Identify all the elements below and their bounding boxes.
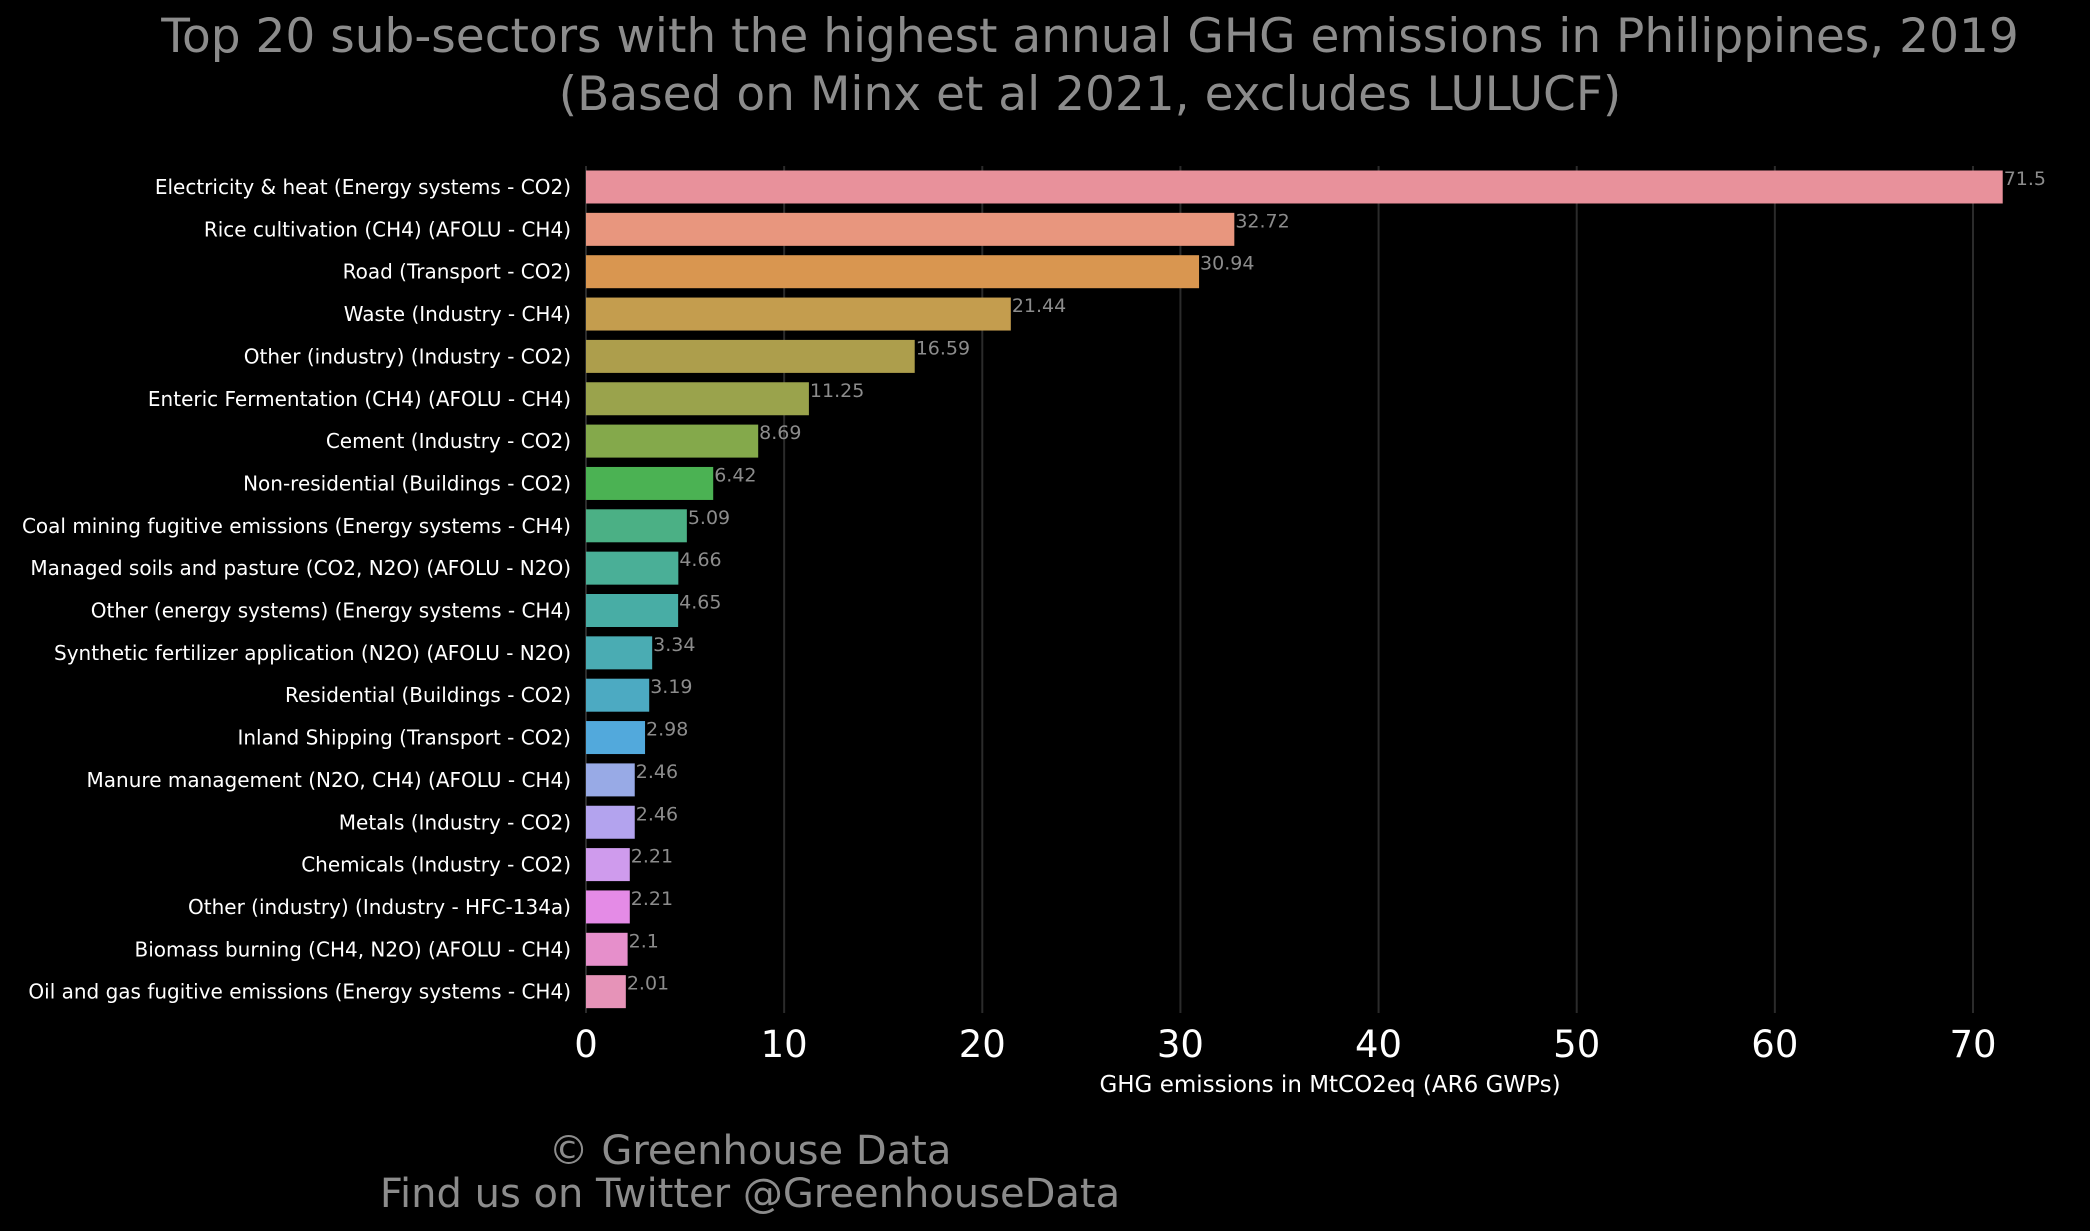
- category-label: Other (industry) (Industry - CO2): [244, 344, 571, 368]
- data-label: 5.09: [688, 507, 730, 529]
- category-label: Metals (Industry - CO2): [339, 810, 571, 834]
- category-label: Other (energy systems) (Energy systems -…: [91, 599, 571, 623]
- category-label: Enteric Fermentation (CH4) (AFOLU - CH4): [148, 387, 571, 411]
- category-label: Chemicals (Industry - CO2): [301, 853, 571, 877]
- category-label: Synthetic fertilizer application (N2O) (…: [54, 641, 571, 665]
- data-label: 2.98: [646, 719, 688, 741]
- bar: [586, 255, 1200, 289]
- bar: [586, 721, 646, 755]
- data-label: 8.69: [759, 422, 801, 444]
- x-tick-label: 70: [1949, 1023, 1996, 1066]
- data-label: 2.46: [636, 761, 678, 783]
- footer-copyright: © Greenhouse Data: [548, 1128, 952, 1174]
- data-label: 3.34: [653, 634, 695, 656]
- category-label: Managed soils and pasture (CO2, N2O) (AF…: [30, 556, 571, 580]
- data-label: 4.66: [679, 549, 721, 571]
- x-tick-label: 30: [1157, 1023, 1204, 1066]
- bar: [586, 297, 1011, 331]
- data-label: 4.65: [679, 592, 721, 614]
- x-tick-label: 40: [1355, 1023, 1402, 1066]
- gridlines: [585, 166, 1974, 1013]
- category-label: Inland Shipping (Transport - CO2): [237, 726, 571, 750]
- bar: [586, 466, 714, 500]
- data-label: 6.42: [714, 464, 756, 486]
- data-label: 21.44: [1012, 295, 1066, 317]
- category-label: Oil and gas fugitive emissions (Energy s…: [28, 980, 571, 1004]
- data-label: 71.5: [2004, 168, 2046, 190]
- bars: [586, 170, 2003, 1009]
- bar: [586, 932, 628, 966]
- bar: [586, 805, 635, 839]
- bar: [586, 890, 630, 924]
- category-labels: Electricity & heat (Energy systems - CO2…: [22, 175, 571, 1004]
- bar: [586, 848, 630, 882]
- x-tick-label: 0: [574, 1023, 598, 1066]
- bar: [586, 382, 809, 416]
- x-axis: 0 10 20 30 40 50 60 70: [574, 1023, 1996, 1066]
- category-label: Residential (Buildings - CO2): [285, 683, 571, 707]
- bar: [586, 975, 626, 1009]
- bar: [586, 636, 653, 670]
- data-label: 2.1: [629, 930, 659, 952]
- x-tick-label: 20: [959, 1023, 1006, 1066]
- category-label: Waste (Industry - CH4): [344, 302, 571, 326]
- category-label: Non-residential (Buildings - CO2): [243, 471, 571, 495]
- data-label: 3.19: [650, 676, 692, 698]
- category-label: Biomass burning (CH4, N2O) (AFOLU - CH4): [135, 937, 571, 961]
- category-label: Manure management (N2O, CH4) (AFOLU - CH…: [87, 768, 571, 792]
- bar: [586, 170, 2003, 204]
- category-label: Coal mining fugitive emissions (Energy s…: [22, 514, 571, 538]
- chart-subtitle: (Based on Minx et al 2021, excludes LULU…: [558, 67, 1622, 122]
- bar: [586, 339, 915, 373]
- bar: [586, 212, 1235, 246]
- footer-twitter: Find us on Twitter @GreenhouseData: [379, 1171, 1121, 1217]
- bar: [586, 424, 759, 458]
- category-label: Other (industry) (Industry - HFC-134a): [188, 895, 571, 919]
- data-label: 2.01: [627, 973, 669, 995]
- category-label: Road (Transport - CO2): [343, 260, 571, 284]
- x-axis-label: GHG emissions in MtCO2eq (AR6 GWPs): [1099, 1072, 1560, 1098]
- bar: [586, 594, 679, 627]
- category-label: Cement (Industry - CO2): [326, 429, 571, 453]
- category-label: Electricity & heat (Energy systems - CO2…: [155, 175, 571, 199]
- data-label: 30.94: [1200, 253, 1254, 275]
- category-label: Rice cultivation (CH4) (AFOLU - CH4): [204, 217, 571, 241]
- value-labels: 71.5 32.72 30.94 21.44 16.59 11.25 8.696.42 5.0…: [627, 168, 2046, 995]
- data-label: 32.72: [1235, 210, 1289, 232]
- bar: [586, 551, 679, 585]
- data-label: 2.21: [631, 888, 673, 910]
- data-label: 2.21: [631, 846, 673, 868]
- x-tick-label: 60: [1751, 1023, 1798, 1066]
- data-label: 16.59: [916, 337, 970, 359]
- bar: [586, 678, 650, 712]
- bar: [586, 509, 687, 543]
- data-label: 2.46: [636, 803, 678, 825]
- x-tick-label: 10: [761, 1023, 808, 1066]
- bar: [586, 763, 635, 797]
- chart-title: Top 20 sub-sectors with the highest annu…: [161, 9, 2019, 64]
- x-tick-label: 50: [1553, 1023, 1600, 1066]
- data-label: 11.25: [810, 380, 864, 402]
